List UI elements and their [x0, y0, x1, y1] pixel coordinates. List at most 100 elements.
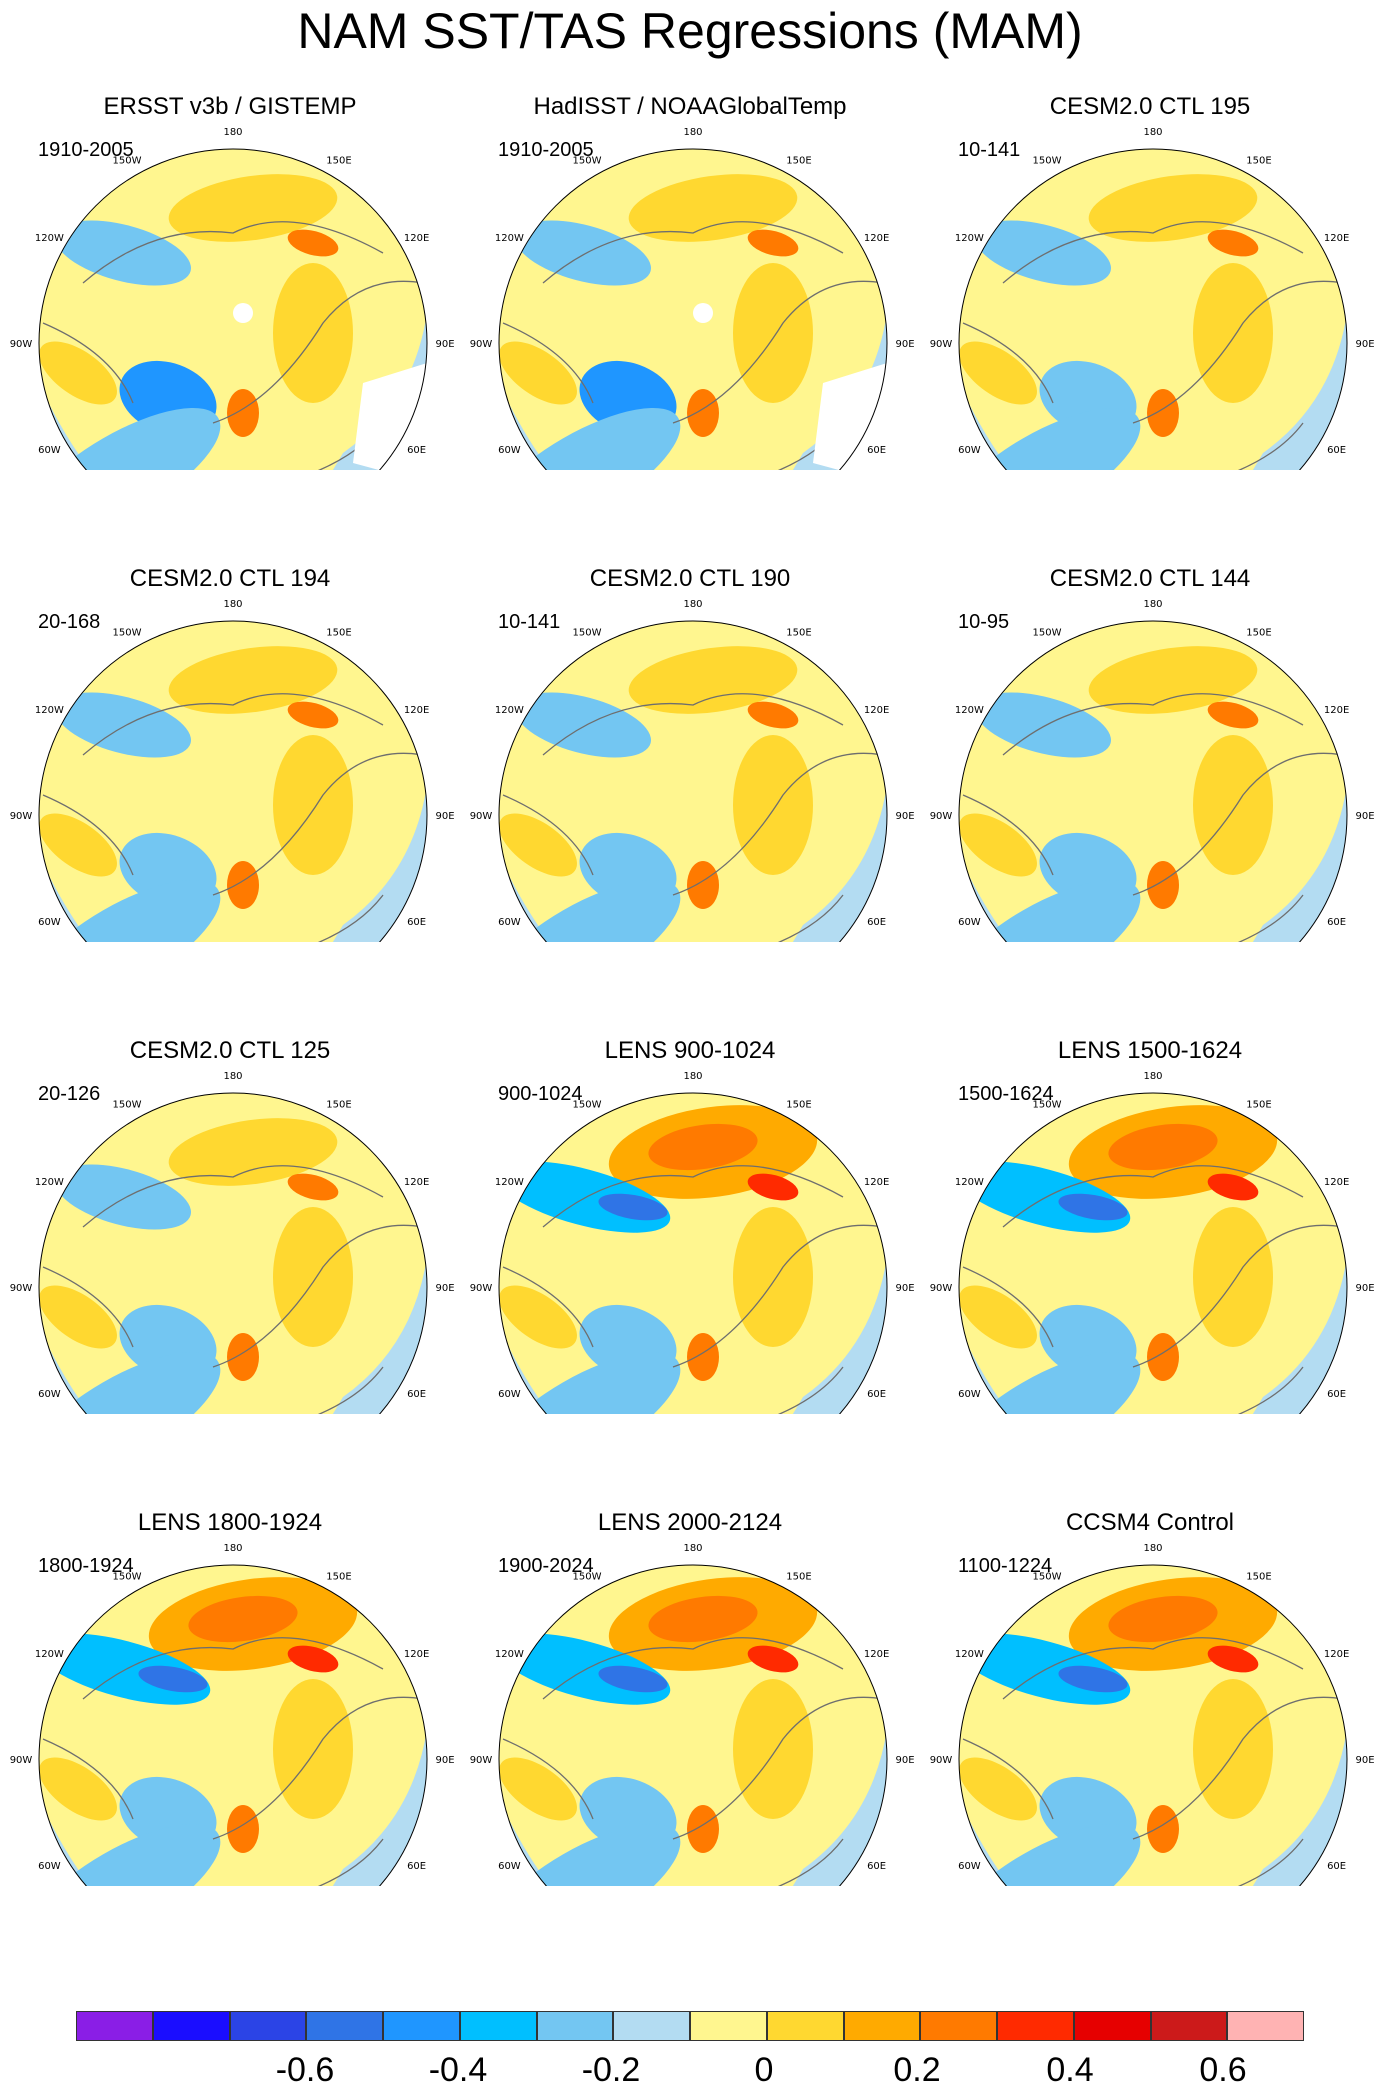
longitude-label: 150W: [113, 1099, 142, 1110]
longitude-label: 90W: [10, 1755, 33, 1766]
longitude-label: 90E: [1355, 1283, 1374, 1294]
colorbar-swatch: [1227, 2011, 1304, 2041]
panel-title: CESM2.0 CTL 144: [1049, 565, 1251, 592]
longitude-label: 120E: [1324, 1177, 1349, 1188]
panel-years: 20-126: [38, 1083, 101, 1105]
colorbar-swatch: [766, 2011, 844, 2041]
panel-title: CESM2.0 CTL 125: [129, 1037, 331, 1064]
longitude-label: 60E: [867, 445, 886, 456]
longitude-label: 150W: [1033, 1571, 1062, 1582]
colorbar-label: 0.6: [1199, 2051, 1247, 2089]
longitude-label: 90W: [470, 339, 493, 350]
longitude-label: 150W: [113, 1571, 142, 1582]
longitude-label: 90E: [435, 339, 454, 350]
colorbar-swatch: [613, 2011, 690, 2041]
longitude-label: 90E: [1355, 811, 1374, 822]
longitude-label: 120E: [864, 1649, 889, 1660]
longitude-label: 60W: [38, 445, 61, 456]
longitude-label: 180: [223, 599, 242, 610]
colorbar-swatch: [690, 2011, 767, 2041]
longitude-label: 150W: [573, 155, 602, 166]
longitude-label: 120W: [495, 705, 524, 716]
map-panel: CCSM4 Control 1100-1224 180 150E 120E 90E 60E…: [920, 1416, 1380, 1886]
colorbar-swatch: [459, 2011, 537, 2041]
panel-years: 10-141: [958, 139, 1021, 161]
longitude-label: 90E: [435, 811, 454, 822]
colorbar: [76, 2011, 1304, 2041]
longitude-label: 120E: [864, 233, 889, 244]
longitude-label: 120W: [35, 1649, 64, 1660]
map-panel: ERSST v3b / GISTEMP 1910-2005 180 150E 120E…: [0, 0, 460, 470]
longitude-label: 60W: [38, 917, 61, 928]
longitude-label: 120W: [35, 705, 64, 716]
longitude-label: 60E: [867, 917, 886, 928]
longitude-label: 120E: [864, 705, 889, 716]
longitude-label: 180: [223, 127, 242, 138]
longitude-label: 120E: [404, 233, 429, 244]
longitude-label: 90E: [895, 1755, 914, 1766]
longitude-label: 90W: [10, 339, 33, 350]
longitude-label: 120W: [955, 1177, 984, 1188]
longitude-label: 150W: [1033, 155, 1062, 166]
longitude-label: 120E: [864, 1177, 889, 1188]
panel-title: CESM2.0 CTL 194: [129, 565, 331, 592]
colorbar-swatch: [1073, 2011, 1151, 2041]
longitude-label: 60E: [1327, 1389, 1346, 1400]
longitude-label: 150W: [113, 627, 142, 638]
colorbar-swatch: [920, 2011, 997, 2041]
colorbar-swatch: [229, 2011, 307, 2041]
longitude-label: 180: [683, 1071, 702, 1082]
longitude-label: 120W: [495, 1649, 524, 1660]
longitude-label: 90W: [10, 1283, 33, 1294]
colorbar-swatch: [1150, 2011, 1228, 2041]
longitude-label: 150E: [326, 1099, 351, 1110]
longitude-label: 60W: [958, 445, 981, 456]
map-panel: HadISST / NOAAGlobalTemp 1910-2005 180 150…: [460, 0, 920, 470]
longitude-label: 60E: [407, 917, 426, 928]
longitude-label: 150E: [786, 1099, 811, 1110]
panel-title: CESM2.0 CTL 190: [589, 565, 791, 592]
longitude-label: 60W: [498, 445, 521, 456]
panel-years: 1100-1224: [958, 1555, 1053, 1577]
panel-years: 900-1024: [498, 1083, 583, 1105]
longitude-label: 120E: [1324, 1649, 1349, 1660]
longitude-label: 120W: [955, 1649, 984, 1660]
longitude-label: 60W: [38, 1861, 61, 1872]
longitude-label: 90E: [895, 811, 914, 822]
longitude-label: 180: [223, 1071, 242, 1082]
colorbar-swatch: [76, 2011, 153, 2041]
longitude-label: 90W: [930, 1283, 953, 1294]
longitude-label: 90W: [470, 1755, 493, 1766]
longitude-label: 120W: [495, 233, 524, 244]
panel-years: 20-168: [38, 611, 101, 633]
colorbar-swatch: [536, 2011, 614, 2041]
longitude-label: 90E: [895, 1283, 914, 1294]
panel-title: LENS 900-1024: [604, 1037, 776, 1064]
longitude-label: 180: [223, 1543, 242, 1554]
longitude-label: 120W: [955, 233, 984, 244]
longitude-label: 120W: [35, 1177, 64, 1188]
longitude-label: 90W: [470, 1283, 493, 1294]
map-panel: LENS 2000-2124 1900-2024 180 150E 120E 90E 60…: [460, 1416, 920, 1886]
panel-title: CCSM4 Control: [1065, 1509, 1235, 1536]
longitude-label: 180: [1143, 599, 1162, 610]
longitude-label: 120E: [1324, 233, 1349, 244]
colorbar-label: -0.6: [275, 2051, 335, 2089]
panel-years: 1800-1924: [38, 1555, 134, 1577]
panel-years: 1910-2005: [38, 139, 134, 161]
longitude-label: 60E: [407, 1389, 426, 1400]
longitude-label: 60E: [407, 1861, 426, 1872]
longitude-label: 180: [1143, 127, 1162, 138]
colorbar-swatch: [152, 2011, 230, 2041]
colorbar-swatch: [843, 2011, 921, 2041]
longitude-label: 120E: [404, 705, 429, 716]
longitude-label: 60W: [958, 917, 981, 928]
longitude-label: 180: [683, 127, 702, 138]
panel-title: LENS 1500-1624: [1057, 1037, 1243, 1064]
